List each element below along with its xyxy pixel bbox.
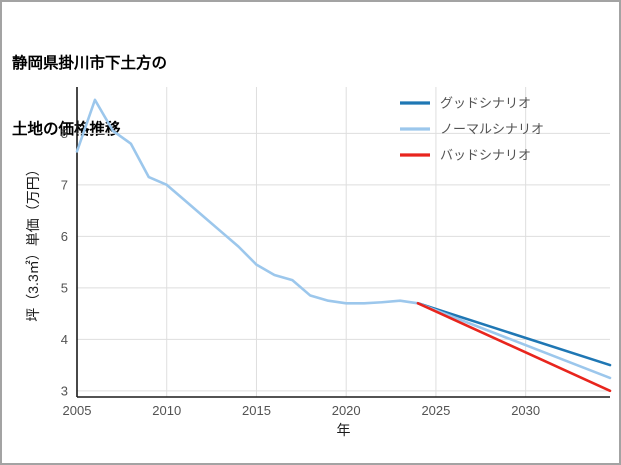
y-tick-label-7: 7	[61, 177, 68, 192]
legend-label-normal: ノーマルシナリオ	[440, 122, 544, 137]
chart-title-line1: 静岡県掛川市下土方の	[12, 55, 168, 72]
x-tick-label-2015: 2015	[242, 403, 271, 418]
x-tick-label-2030: 2030	[511, 403, 540, 418]
x-tick-label-2010: 2010	[152, 403, 181, 418]
x-axis-label: 年	[337, 422, 351, 438]
y-tick-label-5: 5	[61, 280, 68, 295]
x-tick-label-2025: 2025	[421, 403, 450, 418]
y-tick-label-4: 4	[61, 332, 68, 347]
y-tick-label-8: 8	[61, 126, 68, 141]
y-tick-label-6: 6	[61, 229, 68, 244]
series-line-bad	[416, 301, 612, 393]
x-tick-label-2020: 2020	[332, 403, 361, 418]
y-tick-label-3: 3	[61, 383, 68, 398]
series-line-good	[416, 301, 612, 367]
series-line-normal	[416, 301, 612, 380]
series-line-history	[75, 98, 420, 305]
x-tick-label-2005: 2005	[63, 403, 92, 418]
y-axis-label: 坪（3.3㎡）単価（万円）	[25, 162, 41, 321]
legend-label-bad: バッドシナリオ	[440, 148, 531, 163]
legend-label-good: グッドシナリオ	[440, 96, 531, 111]
